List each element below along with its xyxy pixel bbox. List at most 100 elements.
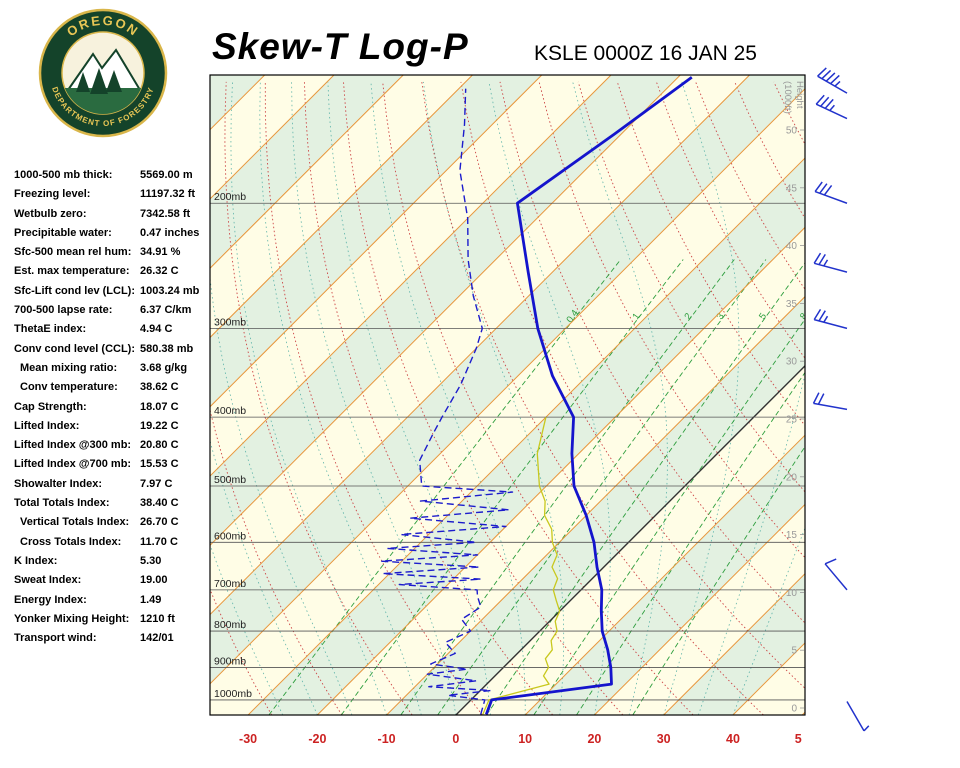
station-id: KSLE 0000Z 16 JAN 25 — [534, 42, 757, 65]
svg-text:5: 5 — [757, 311, 769, 322]
stat-row: 1000-500 mb thick: 5569.00 m — [14, 166, 216, 185]
svg-text:700mb: 700mb — [214, 578, 246, 590]
stat-value: 0.47 inches — [140, 226, 200, 239]
stat-value: 142/01 — [140, 632, 174, 645]
isotherms-group — [210, 75, 805, 715]
stat-row: Conv cond level (CCL): 580.38 mb — [14, 340, 216, 359]
page-title: Skew-T Log-P — [212, 26, 469, 67]
svg-text:45: 45 — [786, 183, 798, 194]
stat-row: Cross Totals Index: 11.70 C — [14, 533, 216, 552]
pressure-labels: 200mb 300mb 400mb 500mb 600mb 700mb 800mb 900mb… — [214, 191, 252, 700]
svg-text:1: 1 — [630, 311, 642, 322]
stat-row: Transport wind: 142/01 — [14, 629, 216, 648]
stat-label: Cap Strength: — [14, 400, 87, 413]
stat-label: Yonker Mixing Height: — [14, 612, 130, 625]
svg-text:5: 5 — [795, 732, 802, 746]
stat-label: 700-500 lapse rate: — [14, 304, 113, 317]
svg-text:200mb: 200mb — [214, 191, 246, 203]
mixing-ratio-group — [268, 259, 805, 715]
stat-row: ThetaE index: 4.94 C — [14, 320, 216, 339]
stat-row: Est. max temperature: 26.32 C — [14, 262, 216, 281]
temperature-trace — [484, 76, 693, 715]
stat-row: K Index: 5.30 — [14, 552, 216, 571]
svg-text:50: 50 — [786, 126, 798, 137]
stat-label: 1000-500 mb thick: — [14, 169, 113, 181]
stat-row: Freezing level: 11197.32 ft — [14, 185, 216, 204]
svg-text:-30: -30 — [239, 732, 257, 746]
svg-text:10: 10 — [518, 732, 532, 746]
stat-value: 11197.32 ft — [140, 188, 196, 201]
svg-text:40: 40 — [726, 732, 740, 746]
svg-text:20: 20 — [587, 732, 601, 746]
stat-value: 26.70 C — [140, 516, 179, 529]
stat-label: Cross Totals Index: — [20, 535, 122, 548]
svg-text:900mb: 900mb — [214, 655, 246, 667]
svg-text:30: 30 — [786, 357, 798, 368]
stat-row: Precipitable water: 0.47 inches — [14, 224, 216, 243]
wetbulb-trace — [482, 417, 561, 715]
stat-row: Vertical Totals Index: 26.70 C — [14, 513, 216, 532]
stat-row: Showalter Index: 7.97 C — [14, 475, 216, 494]
stat-value: 1210 ft — [140, 612, 175, 625]
stat-row: Cap Strength: 18.07 C — [14, 398, 216, 417]
stat-label: Vertical Totals Index: — [20, 516, 130, 529]
stat-label: Precipitable water: — [14, 226, 112, 239]
stat-label: Energy Index: — [14, 593, 87, 606]
stat-value: 1003.24 mb — [140, 284, 200, 297]
plot-area: 0.4 1 2 3 5 8 — [210, 75, 810, 715]
stat-value: 6.37 C/km — [140, 304, 192, 317]
stat-label: ThetaE index: — [14, 323, 87, 336]
temp-axis-labels: -30 -20 -10 0 10 20 30 40 5 — [239, 732, 802, 746]
stat-value: 26.32 C — [140, 265, 179, 278]
stat-row: Conv temperature: 38.62 C — [14, 378, 216, 397]
stat-value: 34.91 % — [140, 246, 181, 259]
svg-text:1000mb: 1000mb — [214, 688, 252, 700]
stat-label: Wetbulb zero: — [14, 207, 87, 220]
odf-logo: OREGON DEPARTMENT OF FORESTRY — [38, 8, 168, 138]
height-axis-labels: 0 5 10 15 20 25 30 35 40 45 50 — [786, 126, 804, 715]
svg-text:500mb: 500mb — [214, 474, 246, 486]
stat-value: 38.62 C — [140, 381, 179, 394]
stat-label: Freezing level: — [14, 188, 91, 201]
stat-label: Lifted Index @700 mb: — [14, 458, 132, 471]
svg-text:800mb: 800mb — [214, 619, 246, 631]
height-axis-title: Height(1000ft) — [782, 81, 805, 114]
stat-label: Transport wind: — [14, 632, 97, 645]
stat-value: 5569.00 m — [140, 169, 193, 181]
svg-text:15: 15 — [786, 530, 798, 541]
svg-text:300mb: 300mb — [214, 316, 246, 328]
stats-panel: 1000-500 mb thick: 5569.00 m Freezing leve… — [14, 166, 216, 648]
stat-value: 7.97 C — [140, 477, 173, 490]
stat-label: Showalter Index: — [14, 477, 103, 490]
svg-text:30: 30 — [657, 732, 671, 746]
svg-text:600mb: 600mb — [214, 530, 246, 542]
stat-row: Wetbulb zero: 7342.58 ft — [14, 205, 216, 224]
svg-text:5: 5 — [791, 646, 797, 657]
stat-row: Sfc-Lift cond lev (LCL): 1003.24 mb — [14, 282, 216, 301]
stat-value: 3.68 g/kg — [140, 361, 188, 374]
stat-value: 5.30 — [140, 554, 162, 567]
chart-border — [209, 74, 806, 716]
stat-value: 580.38 mb — [140, 342, 194, 355]
stat-label: Total Totals Index: — [14, 497, 110, 510]
logo-tree-icon — [90, 68, 108, 94]
stat-row: Sweat Index: 19.00 — [14, 571, 216, 590]
stat-value: 38.40 C — [140, 497, 179, 510]
logo-tree-icon — [76, 72, 90, 92]
stat-value: 18.07 C — [140, 400, 179, 413]
stat-label: Lifted Index @300 mb: — [14, 439, 132, 452]
svg-text:-10: -10 — [378, 732, 396, 746]
svg-text:0: 0 — [452, 732, 459, 746]
stat-row: 700-500 lapse rate: 6.37 C/km — [14, 301, 216, 320]
svg-text:8: 8 — [798, 311, 810, 322]
svg-text:10: 10 — [786, 588, 798, 599]
stat-row: Energy Index: 1.49 — [14, 591, 216, 610]
stat-row: Lifted Index @300 mb: 20.80 C — [14, 436, 216, 455]
svg-text:40: 40 — [786, 241, 798, 252]
stat-label: Conv temperature: — [20, 381, 118, 394]
svg-text:3: 3 — [715, 311, 727, 322]
svg-text:25: 25 — [786, 415, 798, 426]
svg-text:400mb: 400mb — [214, 405, 246, 417]
stat-label: Conv cond level (CCL): — [14, 342, 136, 355]
stat-row: Lifted Index: 19.22 C — [14, 417, 216, 436]
